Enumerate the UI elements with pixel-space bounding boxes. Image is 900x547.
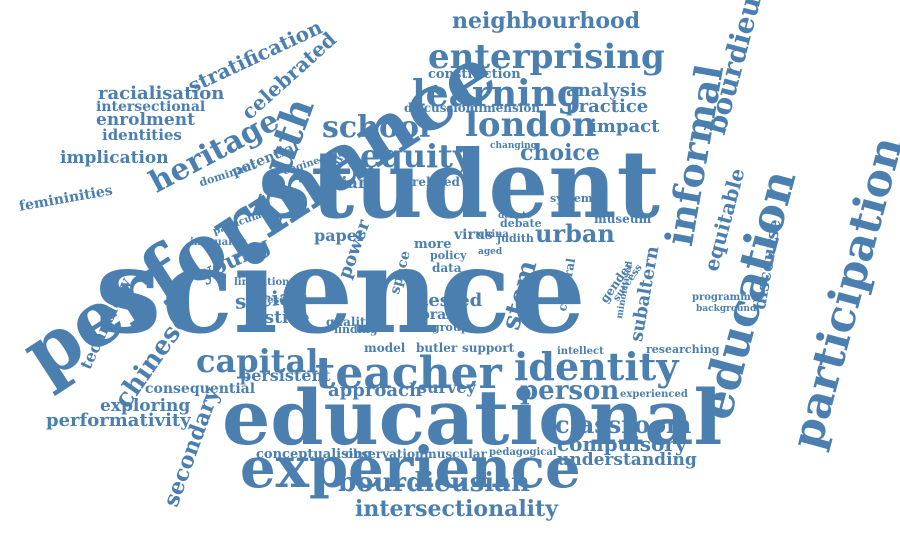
word-policy: policy xyxy=(430,249,467,262)
word-student: student xyxy=(258,130,660,240)
word-dimension: dimension xyxy=(470,101,541,115)
word-research: research xyxy=(262,295,311,306)
word-persistent: persistent xyxy=(240,366,331,385)
word-learning: learning xyxy=(412,73,583,115)
word-related: related xyxy=(412,175,460,189)
word-enterprising: enterprising xyxy=(428,37,665,77)
word-virus: virus xyxy=(454,227,493,243)
word-background: background xyxy=(696,304,757,314)
word-experience: experience xyxy=(240,435,581,501)
word-group: group xyxy=(432,321,469,334)
word-museum: museum xyxy=(594,212,652,226)
word-classroom: classroom xyxy=(555,410,692,439)
word-understanding: understanding xyxy=(557,450,697,470)
word-programme: programme xyxy=(692,292,758,303)
word-london: london xyxy=(465,105,597,145)
word-practice: practice xyxy=(566,96,649,117)
word-impact: impact xyxy=(590,116,660,137)
word-tested: tested xyxy=(420,290,483,311)
word-china: china xyxy=(478,229,509,240)
word-urban: urban xyxy=(535,219,615,248)
word-justice: justice xyxy=(246,308,310,328)
word-performativity: performativity xyxy=(46,410,191,431)
word-consequential: consequential xyxy=(145,381,256,397)
word-choice: choice xyxy=(520,140,600,166)
word-more: more xyxy=(414,237,452,252)
word-butler: butler xyxy=(416,341,458,355)
word-person: person xyxy=(520,376,620,406)
word-data: data xyxy=(432,261,462,275)
word-finding: finding xyxy=(334,323,378,336)
word-debate-2: debate xyxy=(498,211,533,221)
word-praxis: praxis xyxy=(420,307,468,323)
word-muscular: muscular xyxy=(424,447,487,461)
word-science: science xyxy=(95,221,586,360)
word-capital: capital xyxy=(196,342,319,380)
word-inequality: inequality xyxy=(190,237,247,248)
word-pedagogical: pedagogical xyxy=(489,447,557,458)
word-quality: quality xyxy=(326,315,373,329)
word-intersectional: intersectional xyxy=(96,99,206,115)
word-compulsory: compulsory xyxy=(557,432,687,456)
word-identity: identity xyxy=(514,344,679,389)
word-intersectionality: intersectionality xyxy=(355,496,558,522)
word-intellect: intellect xyxy=(557,346,604,357)
word-school: school xyxy=(322,110,431,145)
word-paper: paper xyxy=(314,226,366,245)
word-femininities: femininities xyxy=(17,182,114,215)
word-experienced: experienced xyxy=(620,389,688,400)
word-bourdieusian: bourdieusian xyxy=(338,468,530,498)
word-system: system xyxy=(550,192,593,205)
word-model: model xyxy=(364,341,406,355)
word-asian: asian xyxy=(322,173,370,192)
word-approach: approach xyxy=(328,380,423,401)
word-support: support xyxy=(462,341,515,355)
word-construction: construction xyxy=(428,67,521,82)
word-discussion: discussion xyxy=(404,101,475,115)
word-observation: observation xyxy=(345,447,424,461)
word-identities: identities xyxy=(102,126,182,144)
word-neighbourhood: neighbourhood xyxy=(452,8,641,34)
word-judith: judith xyxy=(497,232,534,245)
word-aged: aged xyxy=(478,247,503,257)
word-teacher: teacher xyxy=(315,348,502,399)
word-changing: changing xyxy=(490,141,537,151)
word-exploring: exploring xyxy=(100,396,191,416)
word-enrolment: enrolment xyxy=(96,110,195,130)
word-racialisation: racialisation xyxy=(98,83,225,104)
word-implication: implication xyxy=(60,148,169,168)
word-researching: researching xyxy=(646,343,720,356)
word-educational: educational xyxy=(222,373,723,462)
word-analysis: analysis xyxy=(566,80,647,101)
word-limitation: limitation xyxy=(234,277,290,288)
word-conceptualising: conceptualising xyxy=(256,447,372,462)
word-survey: survey xyxy=(418,378,476,397)
word-subaltern: subaltern xyxy=(626,244,664,344)
word-debate: debate xyxy=(500,217,542,230)
word-equity: equity xyxy=(360,137,472,175)
